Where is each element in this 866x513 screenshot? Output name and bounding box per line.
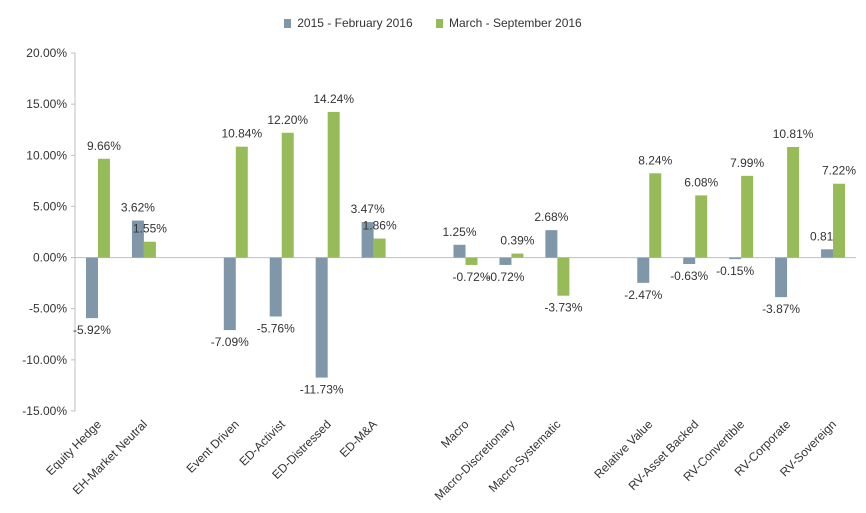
bar-series-1: [683, 257, 696, 265]
y-tick-label: 20.00%: [26, 46, 67, 60]
bar-series-2: [281, 132, 294, 258]
bar-series-1: [545, 230, 558, 258]
bar-series-2: [787, 147, 800, 258]
data-label: 1.55%: [133, 222, 167, 236]
x-category-label: Macro: [438, 417, 472, 451]
data-label: -0.72%: [486, 270, 524, 284]
data-label: 7.99%: [730, 156, 764, 170]
bar-series-2: [235, 146, 248, 258]
y-tick-label: -5.00%: [29, 302, 67, 316]
data-label: -11.73%: [300, 383, 344, 397]
data-label: -5.92%: [73, 323, 111, 337]
data-label: 6.08%: [684, 175, 718, 189]
data-label: -0.15%: [716, 264, 754, 278]
data-label: 10.81%: [773, 127, 814, 141]
bar-series-2: [649, 173, 662, 258]
data-label: 8.24%: [638, 153, 672, 167]
bar-series-2: [741, 175, 754, 258]
bar-series-1: [499, 257, 512, 265]
bar-series-2: [143, 241, 156, 258]
data-label: -2.47%: [624, 288, 662, 302]
y-tick-label: 10.00%: [26, 148, 67, 162]
data-label: 12.20%: [267, 113, 308, 127]
x-category-label: ED-M&A: [337, 417, 380, 460]
bar-series-2: [327, 111, 340, 258]
data-label: 0.39%: [500, 234, 534, 248]
data-label: 1.86%: [363, 219, 397, 233]
x-category-label: Macro-Discretionary: [432, 417, 518, 503]
y-tick-label: 15.00%: [26, 97, 67, 111]
data-label: -7.09%: [211, 335, 249, 349]
bar-series-1: [223, 257, 236, 331]
data-label: -0.72%: [452, 270, 490, 284]
bar-series-2: [557, 257, 570, 296]
legend-swatch-series-1: [284, 18, 292, 28]
data-label: -3.87%: [762, 302, 800, 316]
bar-series-2: [373, 238, 386, 258]
data-label: 3.62%: [121, 201, 155, 215]
bar-series-2: [511, 253, 524, 258]
data-label: -3.73%: [544, 301, 582, 315]
data-label: -0.63%: [670, 269, 708, 283]
bar-series-1: [637, 257, 650, 283]
x-category-label: Event Driven: [183, 417, 241, 475]
data-label: 2.68%: [534, 210, 568, 224]
data-label: 1.25%: [442, 225, 476, 239]
legend-item-series-2[interactable]: March - September 2016: [436, 16, 582, 30]
data-label: 7.22%: [822, 164, 856, 178]
data-label: 3.47%: [351, 202, 385, 216]
legend-label-series-1: 2015 - February 2016: [297, 16, 413, 30]
legend: 2015 - February 2016 March - September 2…: [0, 16, 866, 31]
bar-series-1: [85, 257, 98, 319]
bar-series-1: [269, 257, 282, 317]
y-tick-label: -10.00%: [22, 353, 67, 367]
bar-series-1: [821, 249, 834, 258]
bar-series-1: [131, 220, 144, 258]
legend-label-series-2: March - September 2016: [449, 16, 582, 30]
y-tick-label: 0.00%: [33, 251, 67, 265]
bar-series-1: [729, 257, 742, 260]
bar-series-2: [97, 158, 110, 258]
data-label: -5.76%: [257, 321, 295, 335]
bar-series-2: [695, 195, 708, 258]
data-label: 14.24%: [313, 92, 354, 106]
bar-series-2: [465, 257, 478, 265]
bar-series-1: [315, 257, 328, 378]
bar-series-2: [833, 183, 846, 258]
data-label: 10.84%: [221, 127, 262, 141]
data-label: 9.66%: [87, 139, 121, 153]
bar-series-1: [775, 257, 788, 298]
legend-item-series-1[interactable]: 2015 - February 2016: [284, 16, 413, 30]
y-tick-label: 5.00%: [33, 199, 67, 213]
bar-series-1: [361, 222, 374, 258]
legend-swatch-series-2: [436, 18, 443, 28]
y-tick-label: -15.00%: [22, 404, 67, 418]
bar-series-1: [453, 244, 466, 258]
